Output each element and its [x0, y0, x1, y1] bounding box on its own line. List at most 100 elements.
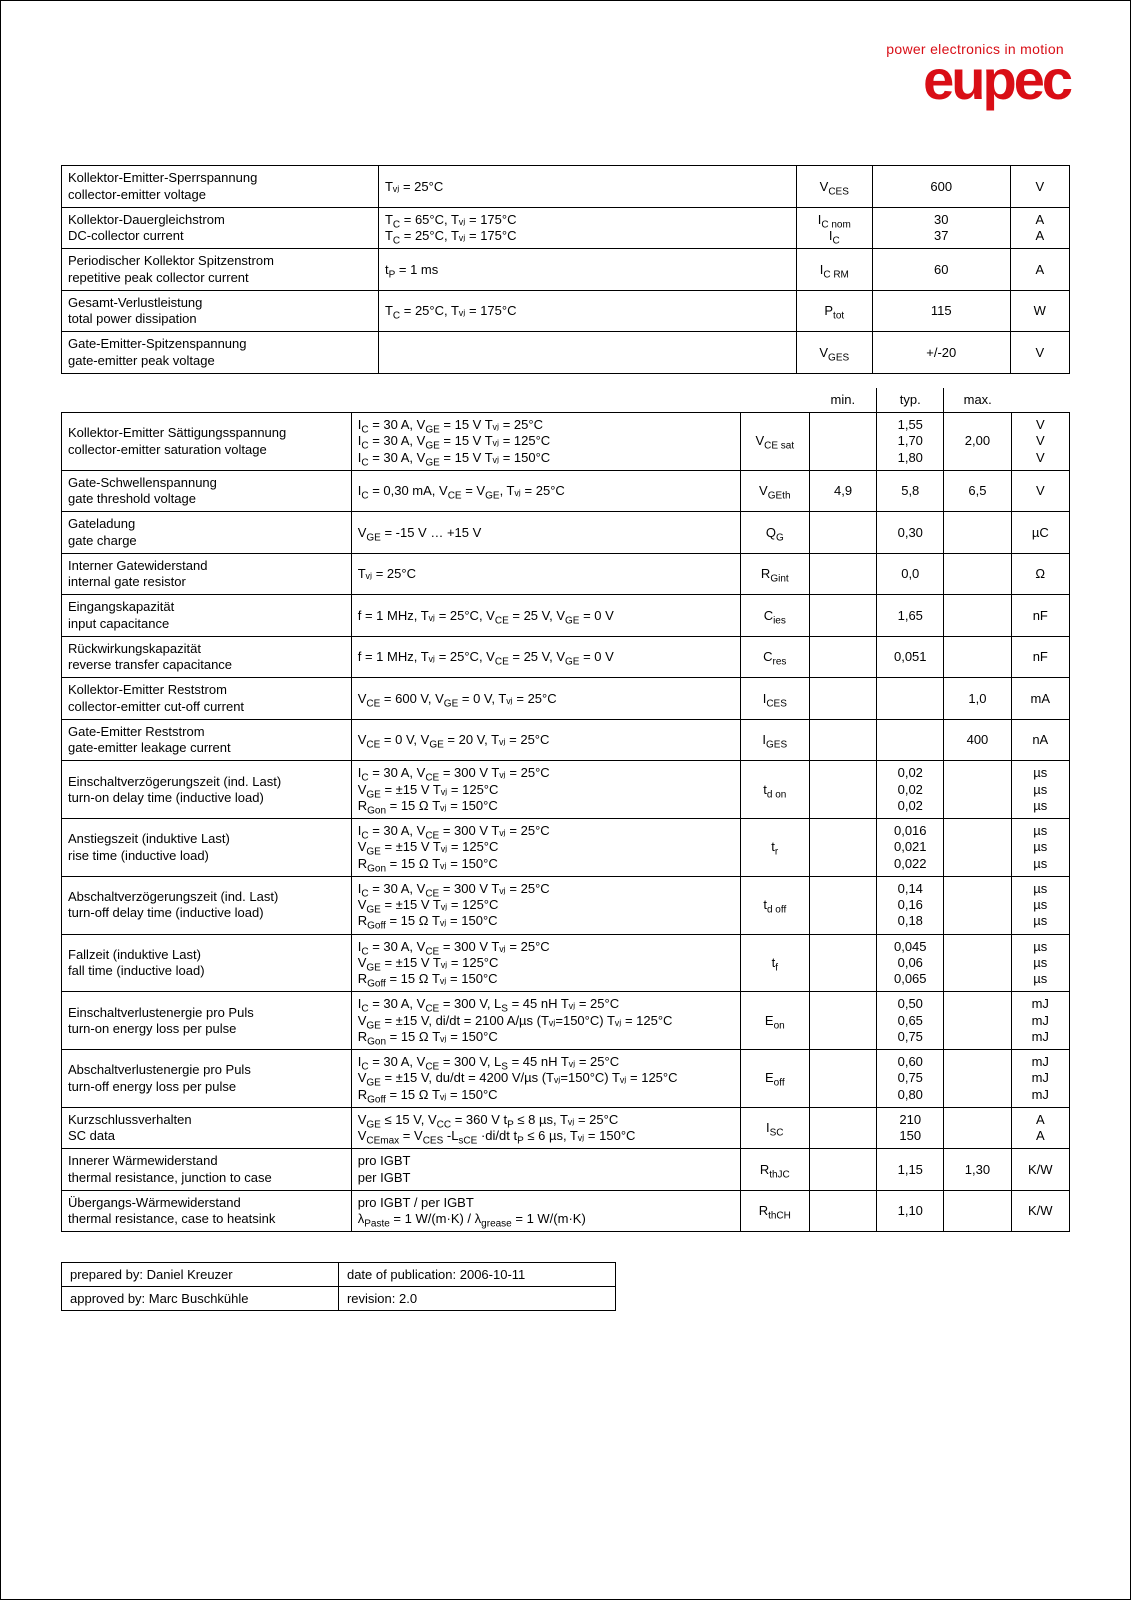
cond-cell: tP = 1 ms	[378, 249, 796, 291]
footer-table: prepared by: Daniel Kreuzer date of publ…	[61, 1262, 616, 1311]
cond-cell: IC = 30 A, VCE = 300 V Tᵥⱼ = 25°CVGE = ±…	[351, 761, 740, 819]
typ-cell: 5,8	[877, 470, 944, 512]
symbol-cell: td on	[740, 761, 809, 819]
cond-cell: TC = 25°C, Tᵥⱼ = 175°C	[378, 290, 796, 332]
char-row: Abschaltverzögerungszeit (ind. Last)turn…	[62, 876, 1070, 934]
unit-cell: K/W	[1011, 1190, 1069, 1232]
param-cell: Kollektor-Emitter Sättigungsspannungcoll…	[62, 413, 352, 471]
min-cell	[809, 819, 876, 877]
unit-cell: W	[1010, 290, 1069, 332]
approved-label: approved by:	[70, 1291, 145, 1306]
col-min: min.	[809, 388, 876, 413]
param-cell: Abschaltverzögerungszeit (ind. Last)turn…	[62, 876, 352, 934]
min-cell	[809, 876, 876, 934]
max-cell: 2,00	[944, 413, 1011, 471]
char-row: Anstiegszeit (induktive Last)rise time (…	[62, 819, 1070, 877]
cond-cell: pro IGBT / per IGBTλPaste = 1 W/(m·K) / …	[351, 1190, 740, 1232]
cond-cell: IC = 30 A, VCE = 300 V Tᵥⱼ = 25°CVGE = ±…	[351, 876, 740, 934]
typ-cell: 0,051	[877, 636, 944, 678]
typ-cell: 0,500,650,75	[877, 992, 944, 1050]
value-cell: +/-20	[872, 332, 1010, 374]
max-cell	[944, 1190, 1011, 1232]
unit-cell: A	[1010, 249, 1069, 291]
max-cell	[944, 819, 1011, 877]
cond-cell: f = 1 MHz, Tᵥⱼ = 25°C, VCE = 25 V, VGE =…	[351, 595, 740, 637]
param-cell: Eingangskapazitätinput capacitance	[62, 595, 352, 637]
typ-cell: 0,0	[877, 553, 944, 595]
param-cell: KurzschlussverhaltenSC data	[62, 1107, 352, 1149]
symbol-cell: VCE sat	[740, 413, 809, 471]
unit-cell: µsµsµs	[1011, 761, 1069, 819]
typ-cell: 1,65	[877, 595, 944, 637]
param-cell: Einschaltverlustenergie pro Pulsturn-on …	[62, 992, 352, 1050]
cond-cell: IC = 30 A, VCE = 300 V Tᵥⱼ = 25°CVGE = ±…	[351, 934, 740, 992]
unit-cell: Ω	[1011, 553, 1069, 595]
cond-cell: f = 1 MHz, Tᵥⱼ = 25°C, VCE = 25 V, VGE =…	[351, 636, 740, 678]
param-cell: Fallzeit (induktive Last)fall time (indu…	[62, 934, 352, 992]
min-cell: 4,9	[809, 470, 876, 512]
unit-cell: µsµsµs	[1011, 819, 1069, 877]
unit-cell: V	[1011, 470, 1069, 512]
typ-cell: 1,10	[877, 1190, 944, 1232]
symbol-cell: Eon	[740, 992, 809, 1050]
prepared-label: prepared by:	[70, 1267, 143, 1282]
unit-cell: nA	[1011, 719, 1069, 761]
typ-cell: 0,0450,060,065	[877, 934, 944, 992]
cond-cell: IC = 30 A, VCE = 300 V, LS = 45 nH Tᵥⱼ =…	[351, 992, 740, 1050]
symbol-cell: Cies	[740, 595, 809, 637]
char-row: Innerer Wärmewiderstandthermal resistanc…	[62, 1149, 1070, 1191]
cond-cell: VGE = -15 V … +15 V	[351, 512, 740, 554]
unit-cell: nF	[1011, 595, 1069, 637]
max-cell	[944, 876, 1011, 934]
max-cell	[944, 512, 1011, 554]
max-cell	[944, 553, 1011, 595]
param-cell: Kollektor-DauergleichstromDC-collector c…	[62, 207, 379, 249]
symbol-cell: QG	[740, 512, 809, 554]
max-cell	[944, 1050, 1011, 1108]
symbol-cell: tr	[740, 819, 809, 877]
cond-cell: VCE = 600 V, VGE = 0 V, Tᵥⱼ = 25°C	[351, 678, 740, 720]
cond-cell: VCE = 0 V, VGE = 20 V, Tᵥⱼ = 25°C	[351, 719, 740, 761]
typ-cell: 0,30	[877, 512, 944, 554]
max-cell	[944, 992, 1011, 1050]
char-row: Eingangskapazitätinput capacitancef = 1 …	[62, 595, 1070, 637]
symbol-cell: RthCH	[740, 1190, 809, 1232]
typ-cell: 0,0160,0210,022	[877, 819, 944, 877]
max-cell: 1,0	[944, 678, 1011, 720]
min-cell	[809, 1107, 876, 1149]
date-label: date of publication:	[347, 1267, 456, 1282]
cond-cell: IC = 30 A, VGE = 15 V Tᵥⱼ = 25°CIC = 30 …	[351, 413, 740, 471]
col-typ: typ.	[877, 388, 944, 413]
cond-cell: VGE ≤ 15 V, VCC = 360 V tP ≤ 8 µs, Tᵥⱼ =…	[351, 1107, 740, 1149]
param-cell: Gate-Schwellenspannunggate threshold vol…	[62, 470, 352, 512]
char-row: Rückwirkungskapazitätreverse transfer ca…	[62, 636, 1070, 678]
char-row: Kollektor-Emitter Reststromcollector-emi…	[62, 678, 1070, 720]
char-row: Einschaltverzögerungszeit (ind. Last)tur…	[62, 761, 1070, 819]
char-row: Gateladunggate chargeVGE = -15 V … +15 V…	[62, 512, 1070, 554]
unit-cell: V	[1010, 332, 1069, 374]
max-cell: 1,30	[944, 1149, 1011, 1191]
ratings-row: Gate-Emitter-Spitzenspannunggate-emitter…	[62, 332, 1070, 374]
date-cell: date of publication: 2006-10-11	[338, 1263, 615, 1287]
cond-cell: Tᵥⱼ = 25°C	[378, 166, 796, 208]
ratings-row: Periodischer Kollektor Spitzenstromrepet…	[62, 249, 1070, 291]
param-cell: Übergangs-Wärmewiderstandthermal resista…	[62, 1190, 352, 1232]
min-cell	[809, 512, 876, 554]
symbol-cell: RGint	[740, 553, 809, 595]
approved-name: Marc Buschkühle	[149, 1291, 249, 1306]
min-cell	[809, 1050, 876, 1108]
max-cell	[944, 761, 1011, 819]
cond-cell: TC = 65°C, Tᵥⱼ = 175°CTC = 25°C, Tᵥⱼ = 1…	[378, 207, 796, 249]
value-cell: 600	[872, 166, 1010, 208]
revision-value: 2.0	[399, 1291, 417, 1306]
value-cell: 115	[872, 290, 1010, 332]
symbol-cell: Ptot	[796, 290, 872, 332]
symbol-cell: IGES	[740, 719, 809, 761]
symbol-cell: td off	[740, 876, 809, 934]
approved-by-cell: approved by: Marc Buschkühle	[62, 1287, 339, 1311]
unit-cell: µsµsµs	[1011, 876, 1069, 934]
param-cell: Gateladunggate charge	[62, 512, 352, 554]
min-cell	[809, 992, 876, 1050]
footer-row-1: prepared by: Daniel Kreuzer date of publ…	[62, 1263, 616, 1287]
unit-cell: V	[1010, 166, 1069, 208]
